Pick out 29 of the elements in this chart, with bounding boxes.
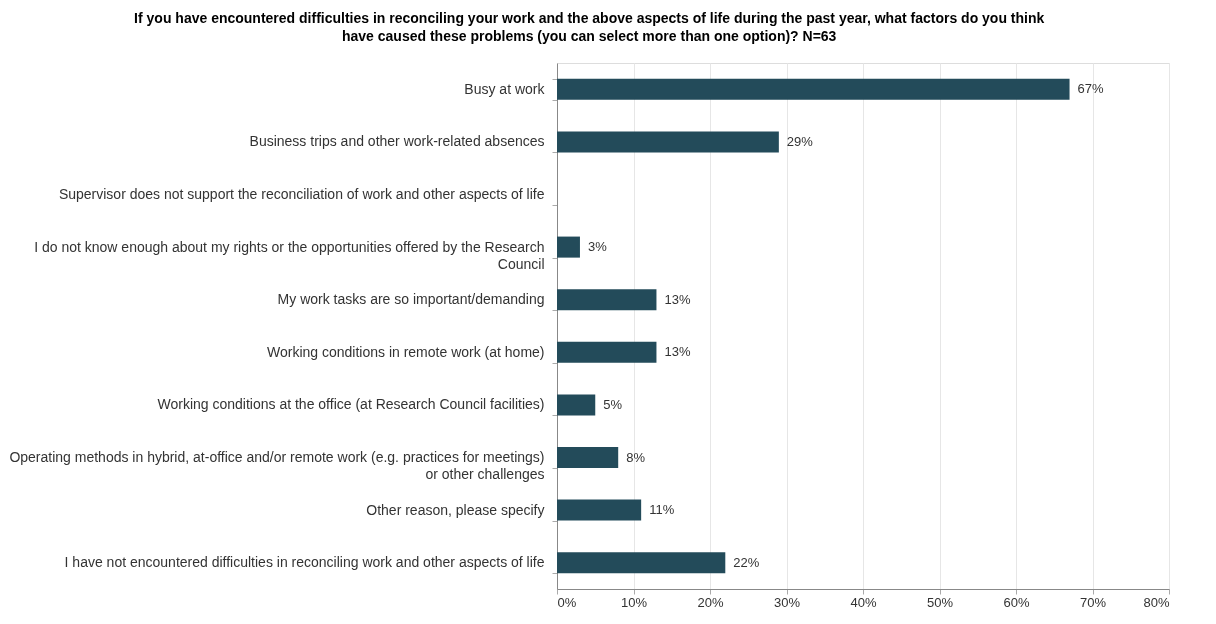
x-tick-label: 50% <box>926 594 954 610</box>
data-label: 5% <box>603 396 623 412</box>
y-tick-label: Working conditions in remote work (at home) <box>266 343 545 360</box>
y-tick-label: Supervisor does not support the reconciliation of work and other aspects of life <box>58 186 545 202</box>
x-tick-label: 60% <box>1003 594 1030 610</box>
data-label: 67% <box>1077 81 1105 97</box>
y-tick-label: My work tasks are so important/demanding <box>277 291 545 308</box>
data-label: 11% <box>649 502 675 518</box>
data-label: 22% <box>733 554 760 570</box>
x-tick-label: 0% <box>557 594 577 610</box>
x-tick-label: 30% <box>773 594 801 610</box>
x-tick-label: 80% <box>1143 594 1170 610</box>
x-tick-label: 70% <box>1079 594 1107 610</box>
data-label: 3% <box>587 239 608 255</box>
chart-title: If you have encountered difficulties in reconciling your work and the above aspects of life during the past year, what factors do you think have caused these problems (you can select more than one option)? N=63 <box>134 10 1045 44</box>
y-tick-label: Operating methods in hybrid, at-office and/or remote work (e.g. practices for meetings) or other challenges <box>9 449 545 482</box>
y-tick-label: Other reason, please specify <box>366 501 545 518</box>
y-tick-label: Working conditions at the office (at Research Council facilities) <box>157 396 545 413</box>
data-label: 13% <box>664 291 691 307</box>
x-tick-label: 40% <box>850 594 877 610</box>
y-tick-label: Busy at work <box>464 80 546 97</box>
data-label: 13% <box>664 344 691 360</box>
y-tick-label: I do not know enough about my rights or the opportunities offered by the Research Council <box>34 238 545 272</box>
x-tick-label: 20% <box>697 594 724 610</box>
data-label: 8% <box>626 449 646 465</box>
y-tick-label: Business trips and other work-related absences <box>249 133 545 150</box>
x-tick-label: 10% <box>620 594 648 610</box>
y-tick-label: I have not encountered difficulties in reconciling work and other aspects of life <box>64 554 545 571</box>
data-label: 29% <box>786 133 814 149</box>
